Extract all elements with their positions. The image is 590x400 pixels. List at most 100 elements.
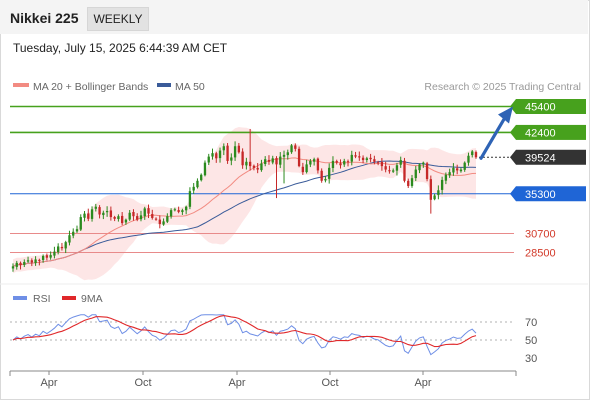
ma50-legend-swatch xyxy=(157,83,171,87)
candle-body xyxy=(309,160,312,165)
candle-body xyxy=(19,262,22,266)
candle-body xyxy=(422,162,425,165)
level-label-35300: 35300 xyxy=(525,189,556,201)
candle-body xyxy=(124,219,128,223)
candle-body xyxy=(448,172,451,176)
candle-body xyxy=(463,162,466,170)
candle-body xyxy=(324,179,327,181)
candle-body xyxy=(328,167,331,179)
candle-body xyxy=(384,166,387,170)
candle-body xyxy=(11,266,15,269)
candle-body xyxy=(211,153,214,157)
candle-body xyxy=(132,211,135,217)
rsi-ma-line xyxy=(12,315,477,348)
candle-body xyxy=(192,186,195,191)
rsi-tick-30: 30 xyxy=(525,353,537,365)
candle-body xyxy=(30,260,33,263)
candle-body xyxy=(271,158,274,163)
candle-body xyxy=(395,165,399,171)
candle-body xyxy=(320,170,323,181)
candle-body xyxy=(452,167,455,173)
candle-body xyxy=(252,165,256,168)
timeframe-button[interactable]: WEEKLY xyxy=(87,7,149,31)
candle-body xyxy=(388,170,391,172)
candle-body xyxy=(177,210,180,212)
ma20-line xyxy=(12,157,477,267)
candle-body xyxy=(264,159,267,164)
level-label-28500: 28500 xyxy=(525,248,556,260)
candle-body xyxy=(188,191,192,207)
candle-body xyxy=(68,235,71,243)
candle-body xyxy=(169,210,173,217)
candle-body xyxy=(437,190,440,195)
time-tick-label: Apr xyxy=(40,377,57,389)
candle-body xyxy=(245,161,248,166)
forecast-arrow-shaft xyxy=(479,115,507,160)
candle-body xyxy=(440,179,444,190)
candle-body xyxy=(237,145,241,153)
candle-body xyxy=(147,208,150,214)
level-tag-35300 xyxy=(516,186,586,202)
candle-body xyxy=(316,158,320,171)
candle-body xyxy=(429,179,432,200)
candle-body xyxy=(233,146,237,158)
rsi-ma-legend-swatch xyxy=(62,296,76,300)
candle-body xyxy=(128,212,131,220)
candle-body xyxy=(467,155,470,163)
candle-body xyxy=(64,242,67,249)
level-label-45400: 45400 xyxy=(525,102,556,114)
candle-body xyxy=(23,262,26,265)
candle-body xyxy=(399,160,402,165)
candle-body xyxy=(331,160,335,169)
candle-body xyxy=(158,219,161,224)
level-label-42400: 42400 xyxy=(525,127,556,139)
candle-body xyxy=(267,159,271,162)
candle-body xyxy=(207,156,210,163)
candle-body xyxy=(98,207,101,215)
level-label-39524: 39524 xyxy=(525,152,556,164)
level-tag-42400 xyxy=(516,124,586,140)
candle-body xyxy=(72,231,75,236)
ma20-legend-swatch xyxy=(13,83,29,87)
candle-body xyxy=(60,246,64,249)
candle-body xyxy=(113,216,116,219)
candle-body xyxy=(215,153,218,159)
candle-body xyxy=(282,154,286,157)
candle-body xyxy=(286,152,289,156)
level-tag-pointer-42400 xyxy=(510,124,516,140)
candle-body xyxy=(369,157,372,160)
rsi-ma-legend-label: 9MA xyxy=(81,293,103,305)
candle-body xyxy=(45,255,49,258)
candle-body xyxy=(173,209,177,211)
candle-body xyxy=(358,156,361,158)
candle-body xyxy=(241,151,244,166)
candle-body xyxy=(305,164,308,173)
level-tag-pointer-39524 xyxy=(510,149,516,165)
level-tag-pointer-35300 xyxy=(510,186,516,202)
rsi-legend-swatch xyxy=(13,296,27,300)
candle-body xyxy=(433,195,436,200)
candle-body xyxy=(196,180,199,188)
candle-body xyxy=(53,251,56,256)
candle-body xyxy=(418,164,421,171)
timestamp: Tuesday, July 15, 2025 6:44:39 AM CET xyxy=(13,41,228,55)
time-tick-label: Oct xyxy=(321,377,338,389)
ma50-line xyxy=(12,160,477,267)
candle-body xyxy=(38,259,41,261)
candle-body xyxy=(312,159,316,162)
candle-body xyxy=(365,158,369,160)
candle-body xyxy=(459,169,463,172)
candle-body xyxy=(166,216,169,222)
candle-body xyxy=(474,152,478,158)
candle-body xyxy=(414,169,417,179)
candle-body xyxy=(354,155,357,157)
candle-body xyxy=(407,180,410,186)
candle-body xyxy=(260,163,263,171)
candle-body xyxy=(162,221,165,225)
candle-body xyxy=(143,208,146,217)
level-tag-39524 xyxy=(516,149,586,165)
candle-body xyxy=(34,259,37,263)
candle-body xyxy=(380,161,384,167)
candle-body xyxy=(343,160,346,165)
